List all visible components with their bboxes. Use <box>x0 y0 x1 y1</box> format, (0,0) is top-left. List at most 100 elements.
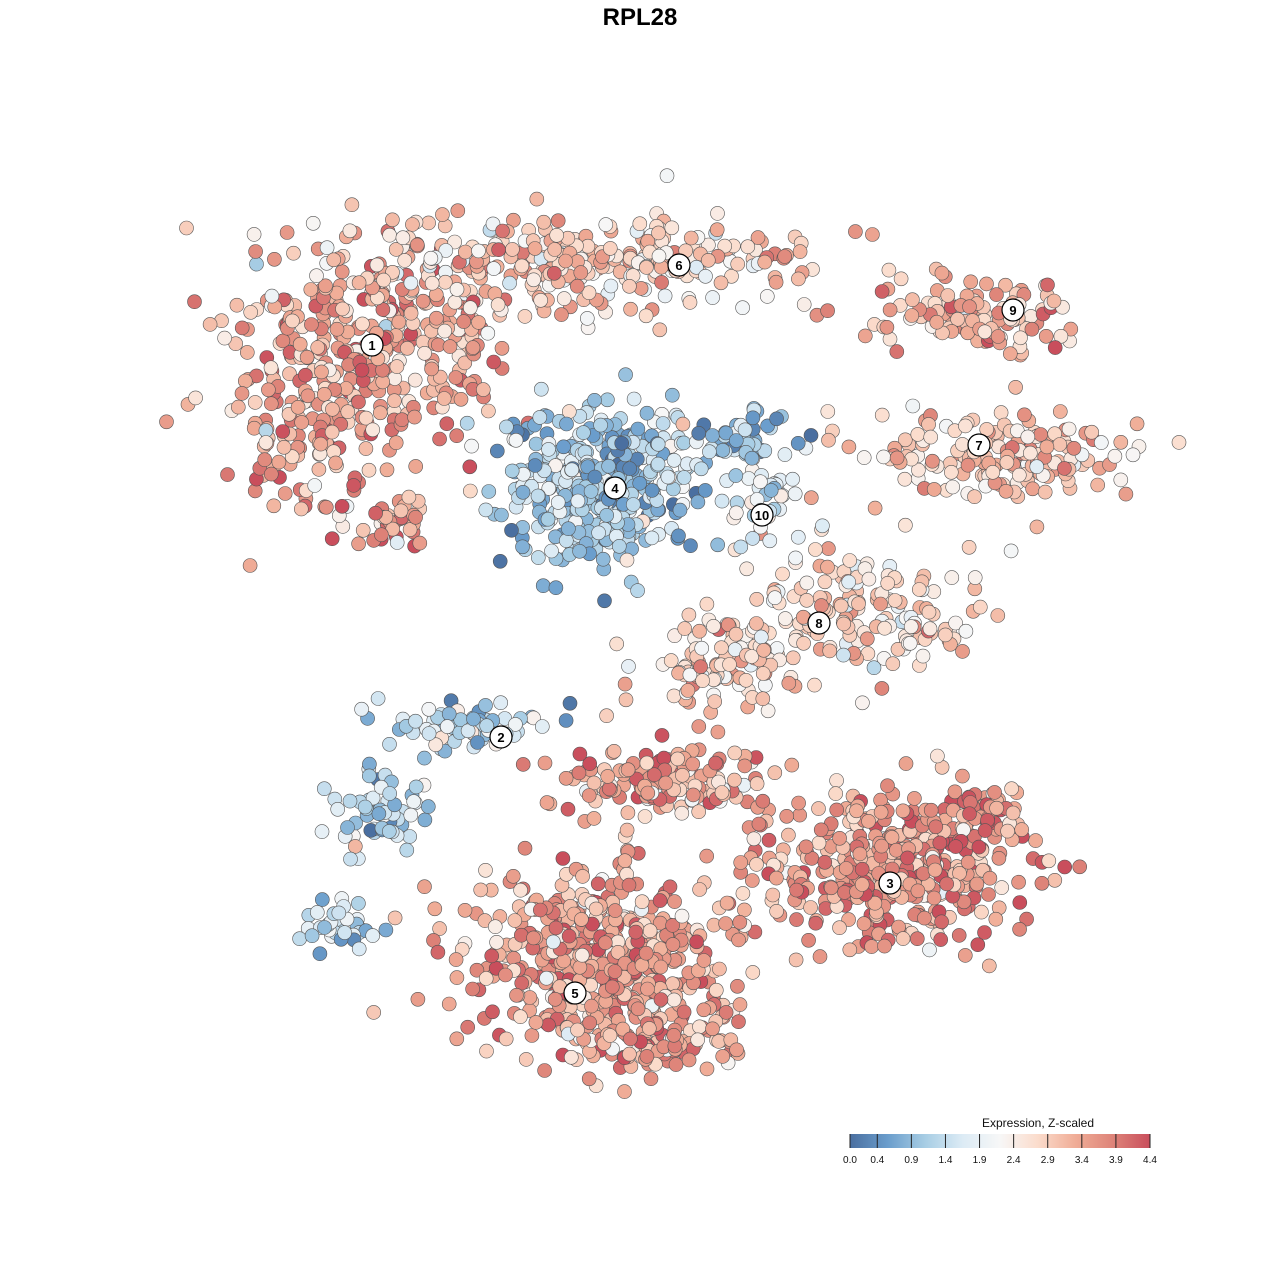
cell-point <box>517 840 533 856</box>
cell-point <box>963 274 979 290</box>
cell-point <box>745 531 760 546</box>
cell-point <box>651 225 666 241</box>
cell-point <box>275 424 291 439</box>
cell-point <box>539 970 554 986</box>
cell-point <box>527 241 543 256</box>
cell-point <box>790 529 806 545</box>
cell-point <box>690 1032 706 1048</box>
cell-point <box>351 896 366 911</box>
cell-point <box>1061 421 1077 437</box>
cell-point <box>368 505 383 521</box>
cell-point <box>597 593 612 609</box>
cell-point <box>662 879 678 895</box>
cluster-label-text: 2 <box>497 730 504 745</box>
cell-point <box>857 328 873 344</box>
cluster-label-1: 1 <box>360 333 384 357</box>
cell-point <box>534 719 550 734</box>
cell-point <box>518 1052 534 1067</box>
cluster-label-badge <box>360 333 384 357</box>
cell-point <box>674 908 690 924</box>
cell-point <box>623 1031 638 1047</box>
cell-point <box>389 535 405 550</box>
cell-point <box>328 455 343 471</box>
cell-point <box>640 981 655 997</box>
cell-point <box>351 394 366 410</box>
cell-point <box>867 500 883 516</box>
cell-point <box>815 518 830 534</box>
cell-point <box>335 301 350 317</box>
cell-point <box>397 253 413 268</box>
cell-point <box>572 746 588 762</box>
cell-point <box>319 240 335 255</box>
cell-point <box>622 278 637 294</box>
cell-point <box>424 275 440 291</box>
cell-point <box>607 964 623 979</box>
cell-point <box>705 1021 720 1037</box>
cell-point <box>676 435 692 451</box>
cell-point <box>715 442 731 458</box>
cell-point <box>478 862 493 878</box>
cell-point <box>640 785 656 801</box>
cell-point <box>874 681 890 696</box>
cell-point <box>408 459 424 474</box>
cell-point <box>643 1071 659 1086</box>
cell-point <box>799 575 815 591</box>
cell-point <box>530 550 546 565</box>
colorbar-tick-label: 4.4 <box>1143 1155 1157 1166</box>
cell-point <box>495 223 510 239</box>
cell-point <box>247 395 263 410</box>
cell-point <box>529 191 545 207</box>
cell-point <box>371 806 387 822</box>
cell-point <box>325 401 340 417</box>
cell-point <box>785 650 801 666</box>
cell-point <box>618 367 633 383</box>
colorbar-tick-label: 3.4 <box>1075 1155 1089 1166</box>
colorbar-ticks: 0.0 0.4 0.9 1.4 1.9 2.4 2.9 3.4 3.9 4.4 <box>843 1134 1157 1166</box>
cell-point <box>755 793 771 809</box>
cell-point <box>487 919 503 935</box>
cell-point <box>601 781 617 797</box>
cluster-label-4: 4 <box>603 476 627 500</box>
colorbar-tick-label: 3.9 <box>1109 1155 1123 1166</box>
cell-point <box>556 291 572 306</box>
cell-point <box>471 315 486 330</box>
cell-point <box>639 1049 655 1064</box>
cell-point <box>202 317 218 332</box>
cell-point <box>622 1046 637 1062</box>
cell-point <box>395 230 411 245</box>
cell-point <box>485 1004 500 1020</box>
cell-point <box>439 719 455 734</box>
cell-point <box>242 558 258 573</box>
cell-point <box>972 599 988 615</box>
cell-point <box>457 902 473 918</box>
cell-point <box>856 916 872 931</box>
cell-point <box>462 483 478 499</box>
cell-point <box>583 484 599 499</box>
cell-point <box>991 850 1007 866</box>
cell-point <box>290 399 306 415</box>
cell-point <box>708 755 723 771</box>
cell-point <box>757 254 773 270</box>
cell-point <box>955 437 970 452</box>
cell-point <box>324 531 340 547</box>
cell-point <box>728 433 744 448</box>
cell-point <box>617 676 633 692</box>
cell-point <box>925 453 940 469</box>
cell-point <box>343 851 358 867</box>
cell-point <box>486 261 502 276</box>
cell-point <box>564 462 580 478</box>
cell-point <box>309 268 324 284</box>
cell-point <box>515 757 531 772</box>
cell-point <box>695 673 710 688</box>
cell-point <box>630 583 645 598</box>
cell-point <box>690 494 706 510</box>
cell-point <box>257 452 273 468</box>
cell-point <box>691 425 707 441</box>
cluster-label-badge <box>603 476 627 500</box>
cell-point <box>632 216 648 231</box>
cell-point <box>934 914 949 930</box>
cell-point <box>761 832 777 848</box>
cell-point <box>962 299 977 315</box>
cell-point <box>910 427 926 442</box>
cluster-label-text: 9 <box>1009 303 1016 318</box>
